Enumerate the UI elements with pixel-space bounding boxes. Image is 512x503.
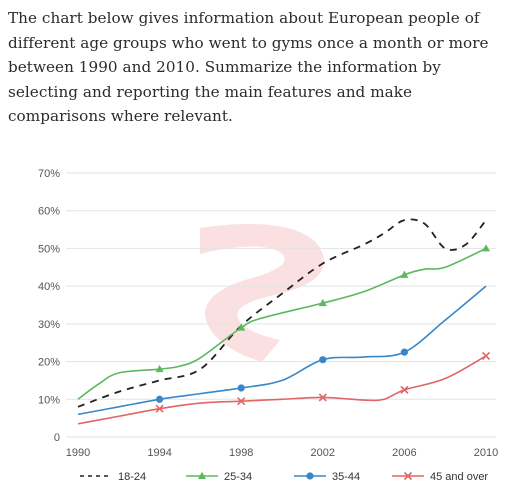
data-point-marker [318,393,327,402]
legend-marker [306,472,314,480]
y-axis-ticks: 0 10% 20% 30% 40% 50% 60% 70% [38,168,60,444]
y-tick-label: 30% [38,319,60,331]
legend-item: 35-44 [294,471,360,483]
line-chart: 0 10% 20% 30% 40% 50% 60% 70% 1990 1994 1998 2002 2… [0,150,512,498]
x-tick-label: 1998 [229,447,253,459]
y-tick-label: 10% [38,394,60,406]
legend-label: 25-34 [224,471,252,483]
legend-label: 18-24 [118,471,146,483]
x-tick-label: 2010 [474,447,498,459]
data-point-marker [481,351,491,360]
chart-svg: 0 10% 20% 30% 40% 50% 60% 70% 1990 1994 1998 2002 2… [38,168,498,483]
legend-item: 45 and over [392,471,488,483]
x-tick-label: 2002 [311,447,335,459]
y-tick-label: 20% [38,357,60,369]
data-point-marker [237,323,246,331]
legend-label: 35-44 [332,471,360,483]
series-line-2 [77,285,487,416]
data-point-marker [400,270,409,278]
data-point-marker [318,298,327,307]
series-line-1 [77,247,487,400]
series-line-0 [77,218,487,408]
data-point-marker [237,384,245,392]
y-tick-label: 50% [38,243,60,255]
data-point-marker [156,395,164,403]
data-point-marker [237,397,246,406]
series-line-3 [77,355,487,425]
legend: 18-24 25-34 35-44 45 and over [80,471,488,483]
series-lines [77,218,487,425]
x-tick-label: 1990 [66,447,90,459]
x-axis-ticks: 1990 1994 1998 2002 2006 2010 [66,447,498,459]
y-tick-label: 40% [38,281,60,293]
legend-marker [403,471,413,481]
legend-label: 45 and over [430,471,488,483]
y-tick-label: 60% [38,206,60,218]
data-point-marker [400,385,409,394]
data-point-marker [400,348,408,356]
data-point-marker [155,364,164,373]
y-tick-label: 70% [38,168,60,180]
data-point-marker [482,244,490,252]
legend-item: 18-24 [80,471,146,483]
question-prompt: The chart below gives information about … [8,9,489,125]
data-point-marker [155,404,164,413]
x-tick-label: 1994 [147,447,171,459]
watermark-logo [200,223,324,362]
series-markers [155,244,491,413]
legend-marker [198,471,206,479]
legend-item: 25-34 [186,471,252,483]
y-tick-label: 0 [54,432,60,444]
x-tick-label: 2006 [392,447,416,459]
gridlines [66,172,496,438]
data-point-marker [319,356,327,364]
